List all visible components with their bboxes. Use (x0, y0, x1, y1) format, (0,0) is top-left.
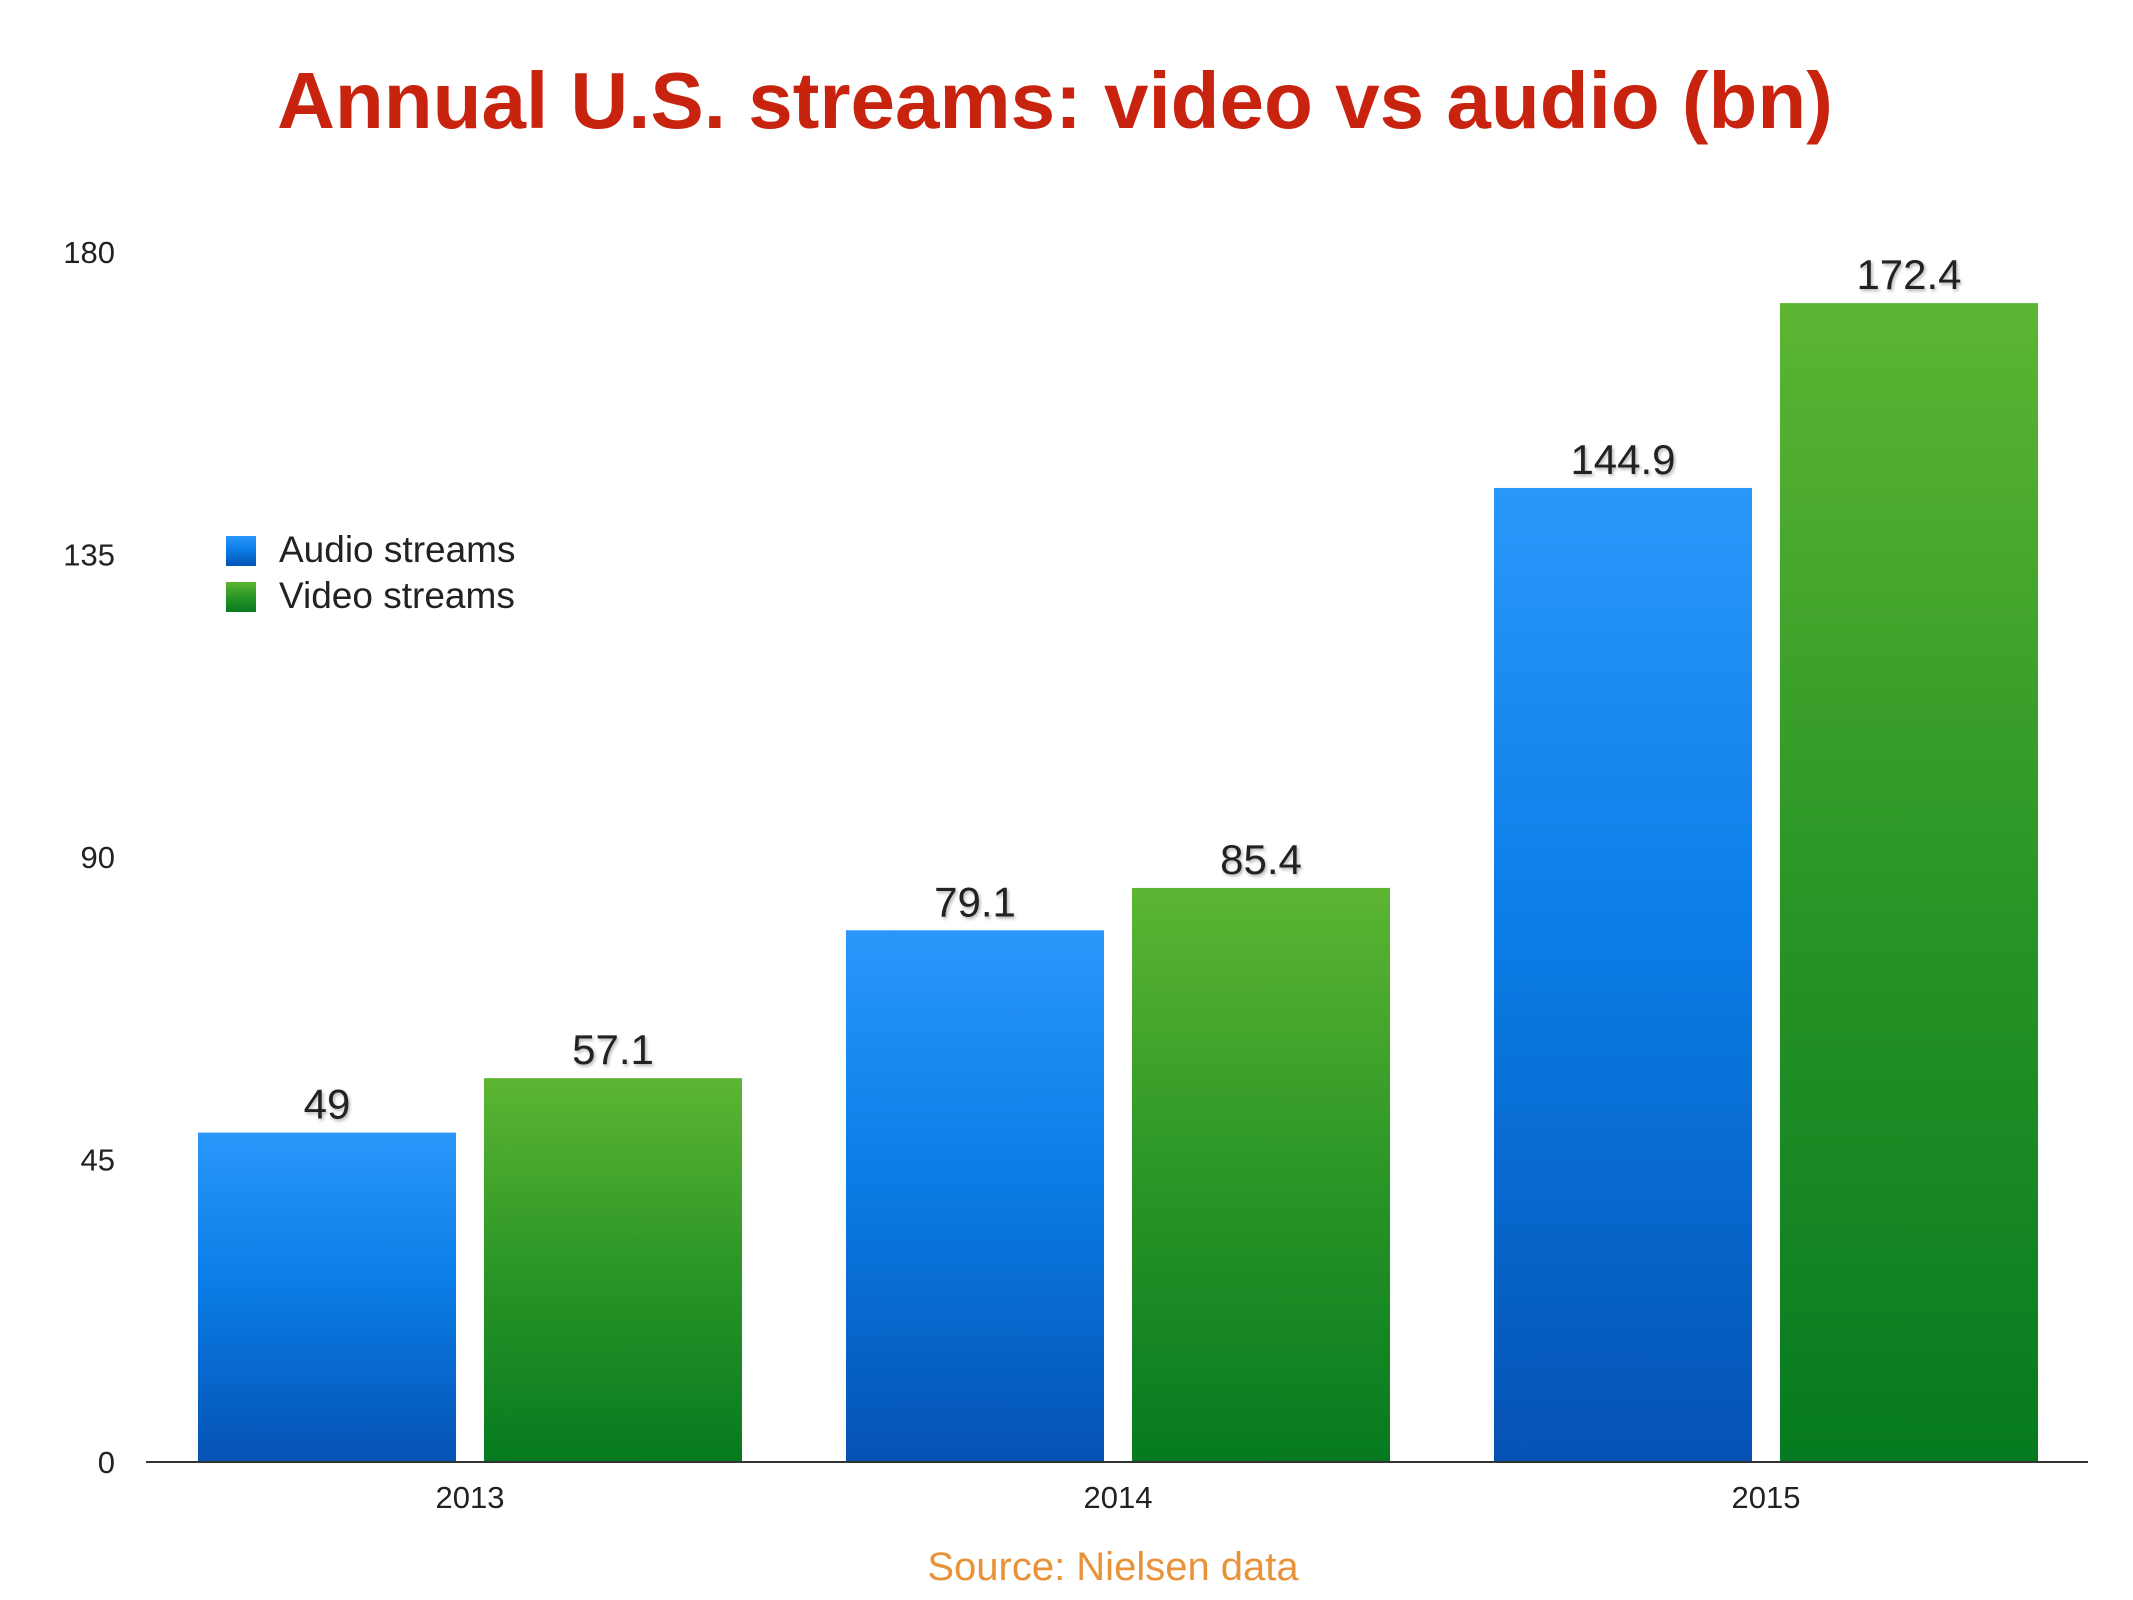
chart-title: Annual U.S. streams: video vs audio (bn) (277, 56, 1833, 145)
legend-label-audio: Audio streams (279, 529, 516, 570)
x-category-label: 2014 (1084, 1480, 1153, 1515)
value-label-video-2015: 172.4 (1856, 251, 1961, 298)
source-note: Source: Nielsen data (927, 1545, 1299, 1589)
bar-audio-2013 (198, 1132, 456, 1462)
y-tick-label: 45 (81, 1143, 115, 1178)
y-tick-label: 180 (63, 235, 115, 270)
y-tick-label: 90 (81, 840, 115, 875)
value-label-audio-2015: 144.9 (1570, 436, 1675, 483)
legend-swatch-audio (226, 536, 256, 566)
value-label-video-2014: 85.4 (1220, 836, 1302, 883)
bar-video-2014 (1132, 887, 1390, 1462)
value-label-video-2013: 57.1 (572, 1026, 654, 1073)
bar-audio-2015 (1494, 487, 1752, 1462)
value-label-audio-2013: 49 (304, 1081, 351, 1128)
legend: Audio streams Video streams (226, 529, 516, 616)
y-tick-label: 0 (98, 1445, 115, 1480)
x-axis: 2013 2014 2015 (436, 1480, 1801, 1515)
bar-audio-2014 (846, 930, 1104, 1462)
value-label-audio-2014: 79.1 (934, 878, 1016, 925)
legend-label-video: Video streams (279, 575, 515, 616)
bars (198, 303, 2038, 1463)
y-tick-label: 135 (63, 538, 115, 573)
x-category-label: 2015 (1732, 1480, 1801, 1515)
bar-video-2015 (1780, 303, 2038, 1463)
value-labels: 49 57.1 79.1 85.4 144.9 172.4 (304, 251, 1962, 1128)
legend-swatch-video (226, 582, 256, 612)
y-axis: 0 45 90 135 180 (63, 235, 115, 1480)
x-category-label: 2013 (436, 1480, 505, 1515)
bar-video-2013 (484, 1078, 742, 1462)
